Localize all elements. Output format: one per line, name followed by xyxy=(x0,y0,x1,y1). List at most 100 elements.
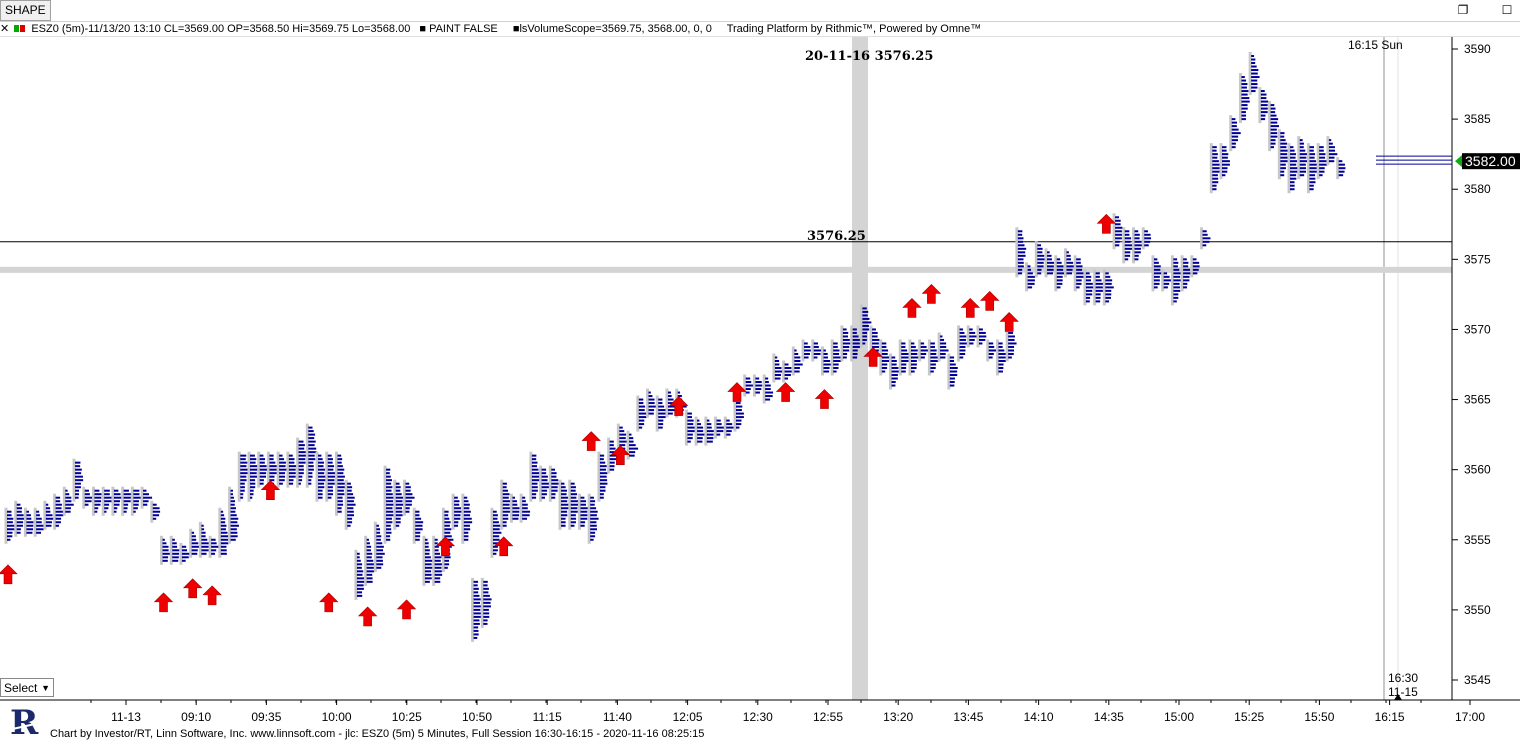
profile-bar xyxy=(704,416,714,446)
profile-level xyxy=(16,510,22,513)
profile-level xyxy=(26,524,34,527)
profile-level xyxy=(697,423,702,426)
profile-level xyxy=(395,521,401,524)
profile-level xyxy=(570,521,576,524)
profile-level xyxy=(337,461,342,464)
profile-level xyxy=(1173,300,1177,303)
profile-level xyxy=(1328,146,1335,149)
profile-level xyxy=(7,524,15,527)
profile-bar xyxy=(908,339,920,376)
profile-level xyxy=(862,342,866,345)
restore-icon[interactable]: ❐ xyxy=(1457,3,1469,17)
profile-level xyxy=(1192,268,1199,271)
profile-level xyxy=(1299,160,1309,163)
profile-level xyxy=(308,475,313,478)
profile-bar xyxy=(1190,255,1200,278)
profile-level xyxy=(133,493,140,496)
profile-bar xyxy=(529,451,541,502)
profile-bar xyxy=(1102,269,1114,306)
profile-level xyxy=(609,447,616,450)
profile-level xyxy=(901,342,906,345)
up-arrow-icon xyxy=(435,536,456,557)
close-icon[interactable]: ☐ xyxy=(1501,3,1513,17)
end-marker-icon xyxy=(1394,694,1402,700)
profile-level xyxy=(697,430,704,433)
profile-level xyxy=(1163,286,1168,289)
profile-level xyxy=(1338,160,1343,163)
profile-level xyxy=(45,524,52,527)
profile-level xyxy=(318,486,325,489)
profile-level xyxy=(1231,139,1239,142)
profile-level xyxy=(337,510,342,513)
profile-level xyxy=(687,426,696,429)
profile-level xyxy=(133,500,139,503)
profile-bar xyxy=(752,374,763,397)
profile-level xyxy=(104,489,110,492)
profile-level xyxy=(872,342,879,345)
profile-level xyxy=(1251,76,1260,79)
profile-level xyxy=(230,507,236,510)
profile-level xyxy=(998,352,1007,355)
profile-level xyxy=(852,335,859,338)
profile-bar xyxy=(296,437,308,488)
profile-level xyxy=(687,433,693,436)
profile-level xyxy=(1270,132,1278,135)
profile-level xyxy=(823,370,830,373)
profile-level xyxy=(1076,268,1083,271)
profile-level xyxy=(862,331,868,334)
profile-level xyxy=(1241,93,1248,96)
profile-level xyxy=(1008,356,1012,359)
profile-level xyxy=(55,507,62,510)
profile-level xyxy=(502,521,507,524)
profile-level xyxy=(1017,230,1023,233)
profile-level xyxy=(979,342,983,345)
profile-level xyxy=(123,496,131,499)
profile-bar xyxy=(169,535,180,565)
profile-level xyxy=(765,381,769,384)
profile-level xyxy=(1134,230,1139,233)
profile-level xyxy=(1290,153,1297,156)
profile-level xyxy=(541,496,545,499)
profile-bar xyxy=(1326,136,1338,166)
profile-level xyxy=(872,331,878,334)
profile-level xyxy=(279,458,285,461)
profile-level xyxy=(716,426,725,429)
profile-level xyxy=(629,440,634,443)
profile-bar xyxy=(1316,143,1328,180)
select-dropdown[interactable]: Select ▼ xyxy=(0,678,54,697)
profile-level xyxy=(1251,62,1256,65)
profile-level xyxy=(1085,275,1092,278)
profile-level xyxy=(774,356,778,359)
profile-level xyxy=(512,507,520,510)
profile-level xyxy=(337,507,342,510)
close-chart-icon[interactable]: ✕ xyxy=(0,23,10,35)
profile-level xyxy=(45,517,55,520)
profile-level xyxy=(959,349,966,352)
profile-level xyxy=(1290,160,1298,163)
profile-level xyxy=(774,367,782,370)
profile-level xyxy=(1056,268,1064,271)
profile-level xyxy=(1231,146,1236,149)
profile-bar xyxy=(344,479,356,530)
profile-level xyxy=(638,405,646,408)
price-chart[interactable]: 3590 3585 3580 3575 3570 3565 3560 3555 3550 3545… xyxy=(0,37,1520,742)
profile-level xyxy=(716,430,724,433)
profile-level xyxy=(16,507,23,510)
profile-level xyxy=(240,472,249,475)
profile-bar xyxy=(811,339,822,362)
profile-level xyxy=(1153,282,1160,285)
profile-level xyxy=(862,335,868,338)
profile-level xyxy=(1309,163,1318,166)
profile-level xyxy=(638,398,644,401)
profile-level xyxy=(16,528,21,531)
profile-level xyxy=(842,328,847,331)
profile-level xyxy=(570,514,576,517)
profile-bar xyxy=(1073,255,1085,292)
profile-level xyxy=(1095,289,1104,292)
profile-level xyxy=(7,531,13,534)
price-band-line xyxy=(0,266,1452,273)
profile-level xyxy=(891,381,896,384)
profile-level xyxy=(1173,286,1180,289)
profile-level xyxy=(94,507,99,510)
profile-bar xyxy=(791,346,803,376)
